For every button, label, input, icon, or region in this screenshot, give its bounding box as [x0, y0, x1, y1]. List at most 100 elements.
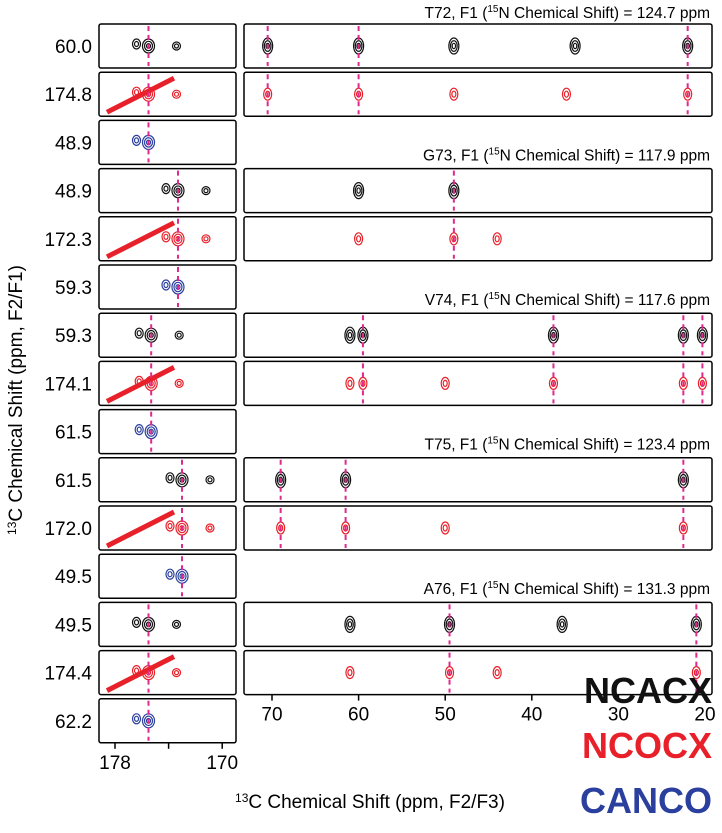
contour	[143, 715, 154, 727]
contour	[492, 665, 502, 680]
contour	[440, 376, 450, 390]
contour	[136, 426, 142, 433]
contour	[263, 40, 272, 52]
contour	[163, 233, 169, 240]
panel-title-isotope: 15	[487, 580, 499, 591]
legend-entry: CANCO	[580, 780, 712, 821]
contour	[679, 329, 688, 342]
row-label: 59.3	[55, 278, 92, 299]
panel-title-isotope: 15	[489, 146, 501, 157]
left-panel	[98, 505, 237, 551]
contour	[161, 231, 171, 243]
right-panel	[243, 649, 713, 696]
left-panel	[98, 119, 237, 166]
contour	[347, 331, 353, 339]
x-tick-label: 30	[608, 705, 629, 726]
row-label: 48.9	[55, 182, 92, 203]
contour	[494, 668, 500, 677]
contour	[173, 91, 180, 97]
contour	[167, 474, 173, 481]
row-label: 59.3	[55, 326, 92, 347]
diagonal	[105, 654, 176, 693]
x-axis-text: C Chemical Shift (ppm, F2/F3)	[248, 792, 505, 813]
contour	[146, 426, 156, 437]
contour	[356, 187, 361, 194]
contour	[698, 329, 707, 342]
contour	[201, 186, 211, 196]
right-panel	[243, 216, 713, 262]
diagonal	[105, 365, 176, 404]
y-axis-isotope: 13	[5, 521, 19, 535]
right-panel	[243, 457, 713, 503]
contour	[134, 424, 144, 436]
row-label: 174.1	[44, 374, 92, 395]
contour	[354, 232, 364, 246]
x-tick-label: 20	[694, 705, 715, 726]
contour	[146, 329, 156, 341]
panel-title-text: T75, F1 (	[424, 437, 488, 454]
contour	[448, 37, 460, 55]
row-label: 60.0	[55, 37, 92, 58]
contour	[176, 332, 182, 338]
left-panel	[98, 698, 237, 744]
contour	[143, 619, 154, 630]
x-tick-label: 40	[521, 705, 542, 726]
contour	[171, 41, 182, 51]
contour	[203, 236, 209, 242]
right-panel	[243, 71, 713, 117]
left-panel	[98, 71, 237, 117]
contour	[133, 137, 140, 144]
contour	[177, 570, 187, 582]
contour	[561, 87, 572, 101]
contour	[344, 615, 356, 634]
contour	[572, 42, 578, 50]
contour	[354, 184, 363, 197]
left-panel	[98, 457, 237, 503]
panel-title-text: A76, F1 (	[424, 581, 489, 598]
contour	[173, 669, 180, 676]
contour	[353, 182, 365, 200]
contour	[133, 619, 140, 626]
x-axis-isotope: 13	[235, 791, 249, 805]
contour	[176, 380, 182, 386]
row-label: 172.0	[44, 519, 92, 540]
contour	[440, 521, 450, 535]
panel-title: G73, F1 (15N Chemical Shift) = 117.9 ppm	[423, 146, 710, 164]
contour	[177, 522, 187, 534]
panel-title-text: V74, F1 (	[425, 292, 490, 309]
y-axis-label: 13C Chemical Shift (ppm, F2/F1)	[5, 265, 27, 535]
contour	[571, 40, 580, 52]
panel-title: T75, F1 (15N Chemical Shift) = 123.4 ppm	[424, 436, 710, 454]
row-label: 61.5	[55, 423, 92, 444]
row-label: 49.5	[55, 567, 92, 588]
contour	[492, 232, 502, 246]
contour	[556, 615, 568, 634]
contour	[131, 713, 142, 725]
contour	[171, 89, 182, 99]
row-label: 172.3	[44, 230, 92, 251]
right-panel	[243, 505, 713, 551]
contour	[134, 327, 144, 339]
contour	[563, 90, 570, 98]
x-tick-label: 60	[348, 705, 369, 726]
left-panel	[98, 360, 237, 407]
panel-title-text: N Chemical Shift) = 123.4 ppm	[499, 437, 711, 454]
contour	[442, 524, 448, 532]
contour	[445, 618, 454, 631]
contour	[173, 621, 180, 628]
contour	[356, 235, 362, 243]
contour	[165, 568, 175, 580]
contour	[451, 90, 457, 98]
contour	[347, 668, 353, 677]
row-label: 62.2	[55, 712, 92, 733]
row-label: 174.8	[44, 85, 92, 106]
contour	[205, 475, 215, 485]
contour	[174, 330, 184, 340]
row-label: 48.9	[55, 133, 92, 154]
contour	[173, 43, 180, 49]
contour	[449, 40, 458, 52]
contour	[683, 40, 692, 52]
contour	[451, 42, 457, 50]
contour	[679, 473, 688, 486]
